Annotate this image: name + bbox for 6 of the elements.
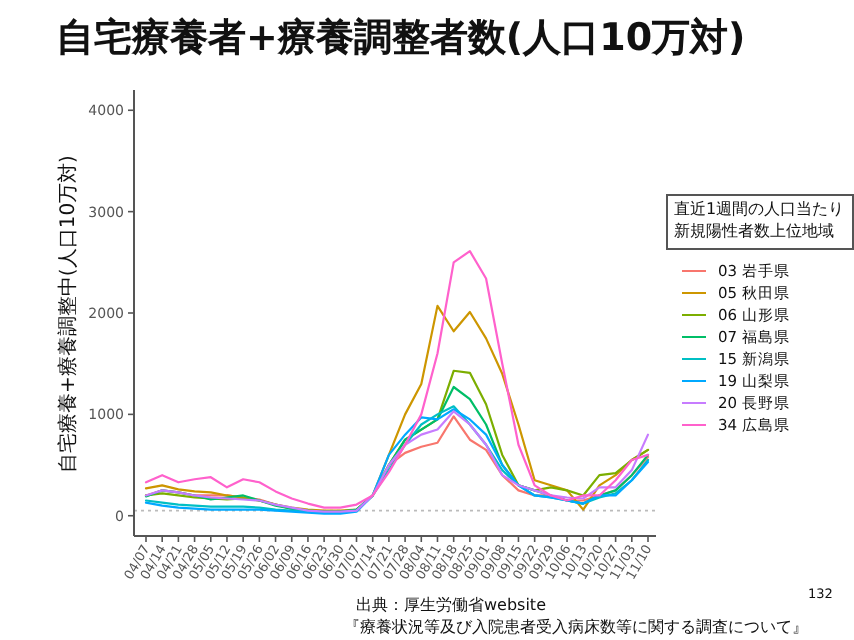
chart-title: 自宅療養者+療養調整者数(人口10万対) (56, 14, 746, 64)
text: 『療養状況等及び入院患者受入病床数等に関する調査について』 (344, 616, 808, 638)
line-series (144, 250, 650, 509)
legend-title: 直近1週間の人口当たり新規陽性者数上位地域 (666, 194, 854, 250)
y-axis-title: 自宅療養+療養調整中(人口10万対) (55, 154, 82, 472)
source-note: 出典：厚生労働省website (356, 594, 546, 616)
